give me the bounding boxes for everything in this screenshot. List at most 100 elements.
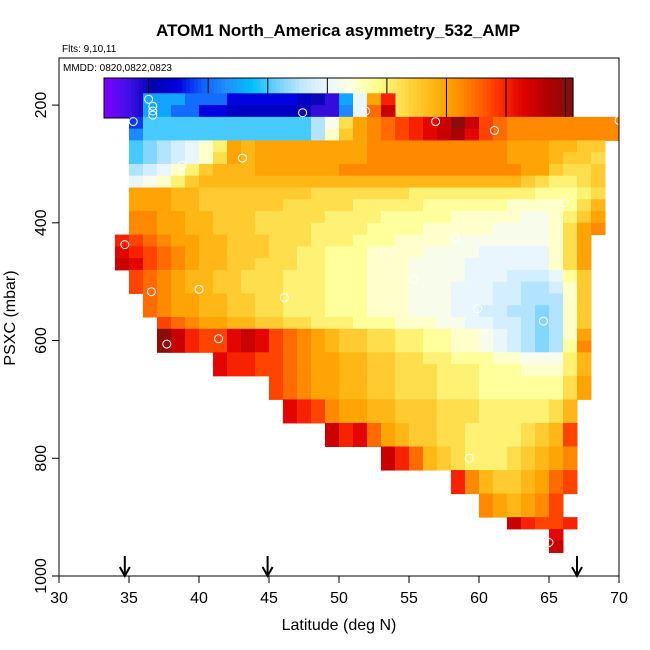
heatmap-cell <box>255 116 270 130</box>
colorbar-segment <box>569 78 574 118</box>
heatmap-cell <box>549 163 564 177</box>
observation-point <box>473 304 483 314</box>
heatmap-cell <box>437 246 452 259</box>
heatmap-cell <box>493 470 508 483</box>
heatmap-cell <box>381 399 396 412</box>
heatmap-cell <box>521 481 536 495</box>
heatmap-cell <box>437 140 452 153</box>
heatmap-cell <box>199 140 214 153</box>
heatmap-cell <box>311 128 326 141</box>
heatmap-cell <box>381 116 396 130</box>
heatmap-cell <box>157 93 172 106</box>
heatmap-cell <box>241 328 256 342</box>
heatmap-cell <box>381 234 396 247</box>
colorbar-segment <box>487 78 492 118</box>
heatmap-cell <box>325 140 340 153</box>
heatmap-cell <box>507 470 522 483</box>
heatmap-cell <box>493 387 508 400</box>
heatmap-cell <box>325 328 340 342</box>
heatmap-cell <box>185 234 200 247</box>
heatmap-cell <box>395 246 410 259</box>
colorbar-segment <box>530 78 535 118</box>
heatmap-cell <box>367 387 382 400</box>
heatmap-cell <box>157 246 172 259</box>
heatmap-cell <box>325 281 340 294</box>
heatmap-cell <box>143 234 158 247</box>
heatmap-cell <box>451 281 466 294</box>
heatmap-cell <box>437 422 452 436</box>
heatmap-cell <box>283 387 298 400</box>
heatmap-cell <box>381 458 396 471</box>
heatmap-cell <box>367 328 382 342</box>
colorbar-segment <box>424 78 429 118</box>
heatmap-cell <box>325 211 340 224</box>
heatmap-cell <box>381 364 396 377</box>
heatmap-cell <box>143 269 158 283</box>
heatmap-cell <box>409 375 424 389</box>
heatmap-cell <box>549 399 564 412</box>
heatmap-cell <box>171 328 186 342</box>
heatmap-cell <box>311 105 326 118</box>
heatmap-cell <box>549 116 564 130</box>
heatmap-cell <box>185 105 200 118</box>
heatmap-cell <box>423 269 438 283</box>
heatmap-cell <box>325 116 340 130</box>
heatmap-cell <box>479 152 494 165</box>
heatmap-cell <box>199 116 214 130</box>
heatmap-cell <box>171 199 186 212</box>
heatmap-cell <box>227 105 242 118</box>
heatmap-cell <box>325 187 340 200</box>
heatmap-cell <box>283 93 298 106</box>
heatmap-cell <box>451 222 466 236</box>
heatmap-cell <box>311 340 326 353</box>
observation-point <box>298 108 308 118</box>
heatmap-cell <box>549 246 564 259</box>
colorbar-segment <box>397 78 402 118</box>
heatmap-cell <box>423 258 438 271</box>
heatmap-cell <box>577 234 592 247</box>
heatmap-cell <box>465 458 480 471</box>
heatmap-cell <box>311 140 326 153</box>
heatmap-cell <box>255 175 270 188</box>
heatmap-cell <box>423 446 438 459</box>
heatmap-cell <box>269 199 284 212</box>
heatmap-cell <box>367 399 382 412</box>
heatmap-cell <box>213 211 228 224</box>
heatmap-cell <box>535 352 550 365</box>
heatmap-cell <box>269 293 284 306</box>
observation-point <box>408 274 418 284</box>
heatmap-cell <box>465 411 480 424</box>
heatmap-cell <box>549 258 564 271</box>
heatmap-cell <box>549 140 564 153</box>
heatmap-cell <box>451 364 466 377</box>
heatmap-cell <box>339 281 354 294</box>
heatmap-cell <box>479 281 494 294</box>
heatmap-cell <box>297 140 312 153</box>
heatmap-cell <box>157 281 172 294</box>
heatmap-cell <box>521 328 536 342</box>
heatmap-cell <box>367 234 382 247</box>
heatmap-cell <box>311 281 326 294</box>
heatmap-cell <box>549 540 564 553</box>
heatmap-cell <box>367 246 382 259</box>
heatmap-cell <box>199 328 214 342</box>
heatmap-cell <box>143 211 158 224</box>
heatmap-cell <box>479 493 494 506</box>
heatmap-cell <box>311 352 326 365</box>
heatmap-cell <box>283 116 298 130</box>
heatmap-cell <box>507 422 522 436</box>
heatmap-cell <box>381 317 396 330</box>
heatmap-cell <box>549 352 564 365</box>
heatmap-cell <box>297 411 312 424</box>
heatmap-cell <box>549 222 564 236</box>
heatmap-cell <box>297 305 312 318</box>
observation-point <box>148 101 158 111</box>
heatmap-cell <box>423 234 438 247</box>
heatmap-cell <box>157 269 172 283</box>
observation-point <box>144 94 154 104</box>
heatmap-cell <box>591 128 606 141</box>
heatmap-cell <box>381 128 396 141</box>
heatmap-cell <box>451 458 466 471</box>
heatmap-cell <box>185 140 200 153</box>
x-tick-label: 65 <box>540 590 558 607</box>
